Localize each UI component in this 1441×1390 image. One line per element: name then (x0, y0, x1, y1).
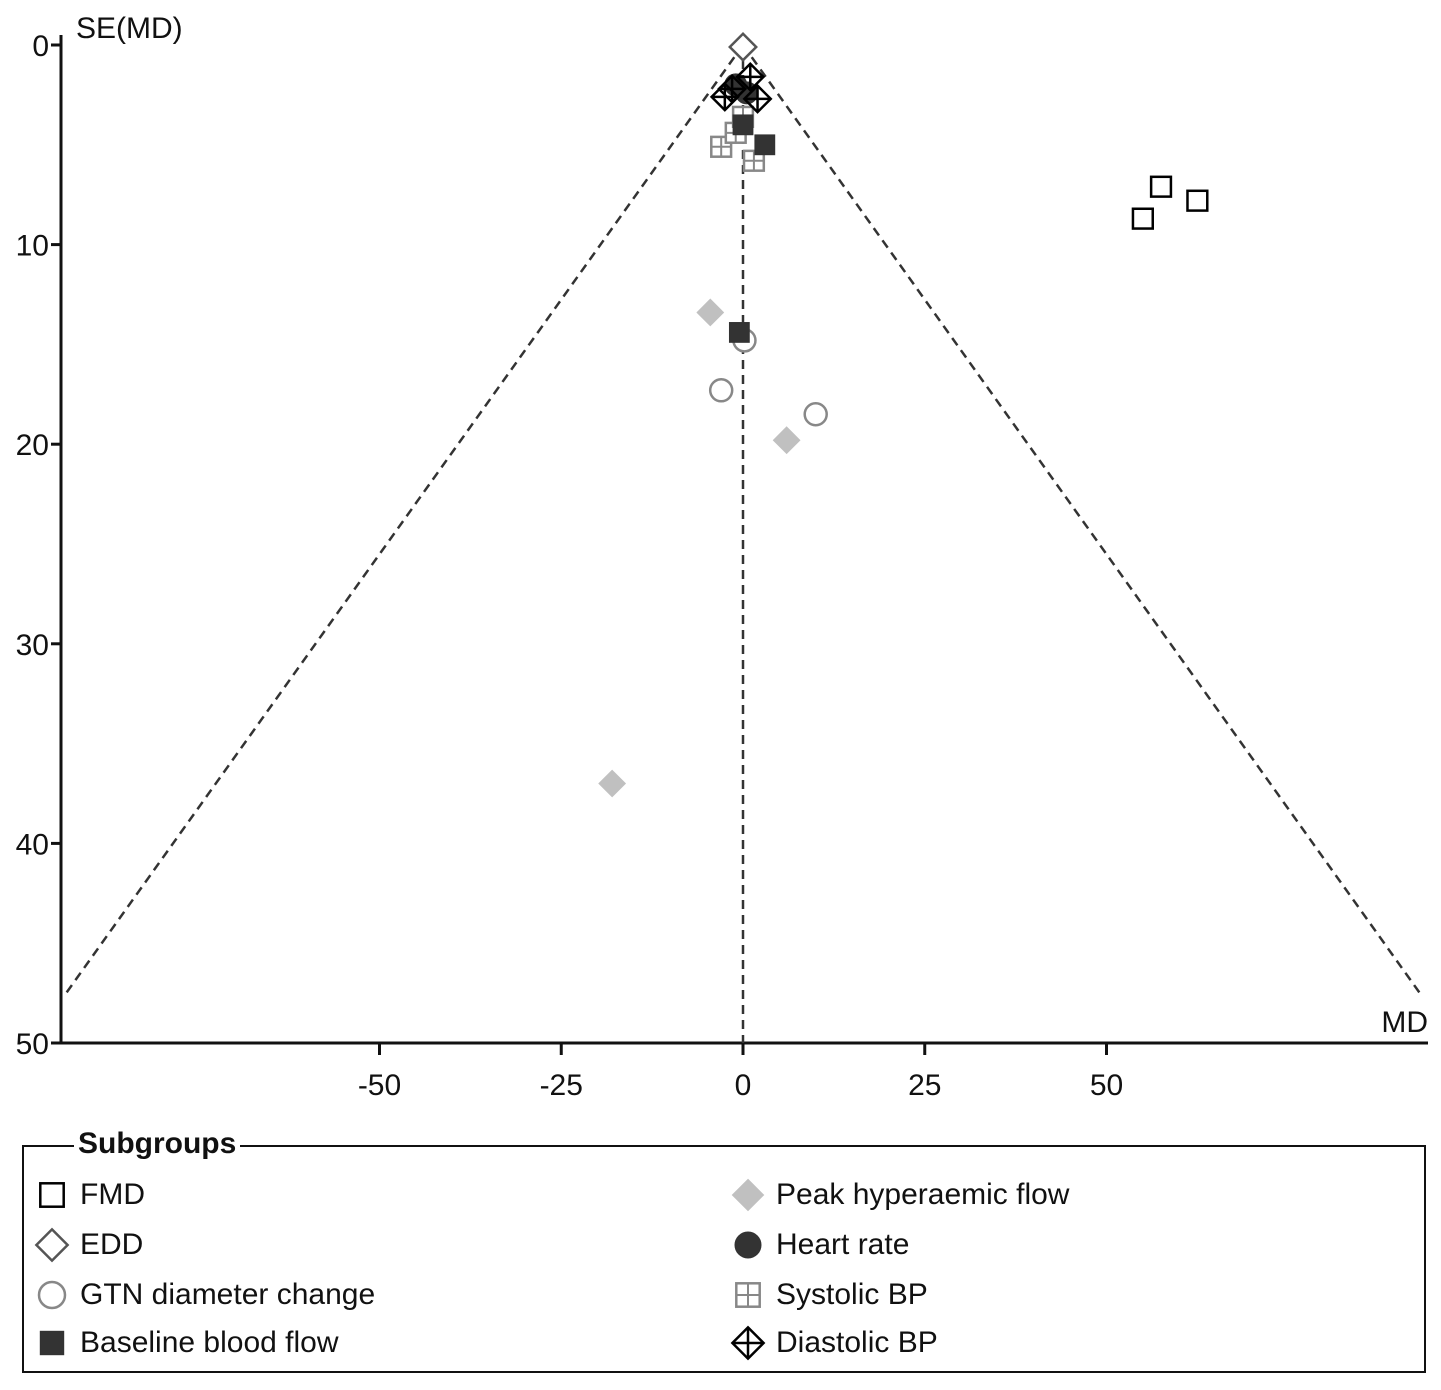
open-circle-icon (37, 1280, 67, 1310)
legend-marker (734, 1231, 762, 1259)
legend-title: Subgroups (74, 1127, 241, 1161)
data-point-filled-diamond (772, 426, 801, 455)
legend-label: Peak hyperaemic flow (776, 1178, 1070, 1211)
grid-square-icon (735, 1282, 761, 1308)
data-point-filled-square (728, 322, 750, 343)
data-point-filled-diamond (696, 298, 725, 327)
legend-item-diastolic-bp: Diastolic BP (726, 1321, 938, 1365)
legend-label: Systolic BP (776, 1278, 928, 1311)
legend-item-gtn-diameter-change: GTN diameter change (30, 1273, 375, 1317)
legend-item-fmd: FMD (30, 1173, 145, 1217)
legend-marker (730, 1325, 766, 1361)
data-point-open-circle (708, 378, 734, 403)
legend-marker (731, 1178, 765, 1212)
legend-label: GTN diameter change (80, 1278, 376, 1311)
legend-label: Heart rate (776, 1228, 910, 1261)
data-point-crossed-diamond (742, 83, 773, 114)
funnel-left-limit (65, 44, 745, 994)
funnel-guide-lines (65, 44, 1421, 1043)
data-points (598, 32, 1209, 798)
legend-label: EDD (80, 1228, 144, 1261)
legend-item-systolic-bp: Systolic BP (726, 1273, 928, 1317)
open-square-icon (39, 1182, 65, 1208)
data-point-open-square (1186, 189, 1209, 212)
x-tick-label: -25 (540, 1069, 583, 1102)
data-point-crossed-diamond (709, 81, 740, 112)
y-tick-label: 40 (16, 828, 49, 861)
data-point-open-square (1149, 175, 1173, 198)
data-point-filled-square (754, 134, 776, 156)
legend-label: Baseline blood flow (80, 1326, 339, 1359)
y-tick-label: 30 (16, 629, 49, 662)
legend-item-peak-hyperaemic-flow: Peak hyperaemic flow (726, 1173, 1069, 1217)
legend-label: FMD (80, 1178, 145, 1211)
data-point-open-square (1131, 207, 1154, 230)
legend-marker (735, 1282, 761, 1308)
x-tick-label: 25 (908, 1069, 941, 1102)
legend-item-baseline-blood-flow: Baseline blood flow (30, 1321, 339, 1365)
x-axis-label: MD (1381, 1006, 1428, 1039)
legend-marker (37, 1280, 67, 1310)
legend-label: Diastolic BP (776, 1326, 938, 1359)
funnel-plot: 0 10 20 30 40 50 -50 -25 0 25 50 SE(MD) MD (16, 12, 1428, 1102)
data-point-open-circle (803, 402, 828, 427)
funnel-right-limit (741, 44, 1421, 994)
legend: Subgroups FMD EDD GTN diameter change Ba… (22, 1127, 1426, 1373)
y-axis-label: SE(MD) (76, 12, 183, 45)
legend-marker (39, 1182, 65, 1208)
legend-marker (39, 1330, 65, 1356)
filled-square-icon (39, 1330, 65, 1356)
legend-item-edd: EDD (30, 1223, 143, 1267)
data-point-filled-square (732, 114, 754, 136)
filled-diamond-icon (731, 1178, 765, 1212)
y-tick-label: 0 (32, 30, 49, 63)
open-diamond-icon (34, 1227, 70, 1263)
x-tick-label: -50 (358, 1069, 401, 1102)
y-tick-label: 50 (16, 1028, 49, 1061)
plot-axes (59, 35, 1428, 1045)
x-tick-label: 50 (1090, 1069, 1123, 1102)
x-tick-label: 0 (735, 1069, 752, 1102)
data-point-open-diamond (728, 32, 758, 62)
y-tick-label: 10 (16, 230, 49, 263)
axis-ticks: 0 10 20 30 40 50 -50 -25 0 25 50 (16, 30, 1124, 1102)
data-point-filled-diamond (598, 769, 627, 798)
data-point-grid-square (742, 149, 766, 172)
y-tick-label: 20 (16, 429, 49, 462)
filled-circle-icon (734, 1231, 762, 1259)
data-point-crossed-diamond (735, 61, 766, 92)
legend-item-heart-rate: Heart rate (726, 1223, 909, 1267)
crossed-diamond-icon (730, 1325, 766, 1361)
legend-marker (34, 1227, 70, 1263)
